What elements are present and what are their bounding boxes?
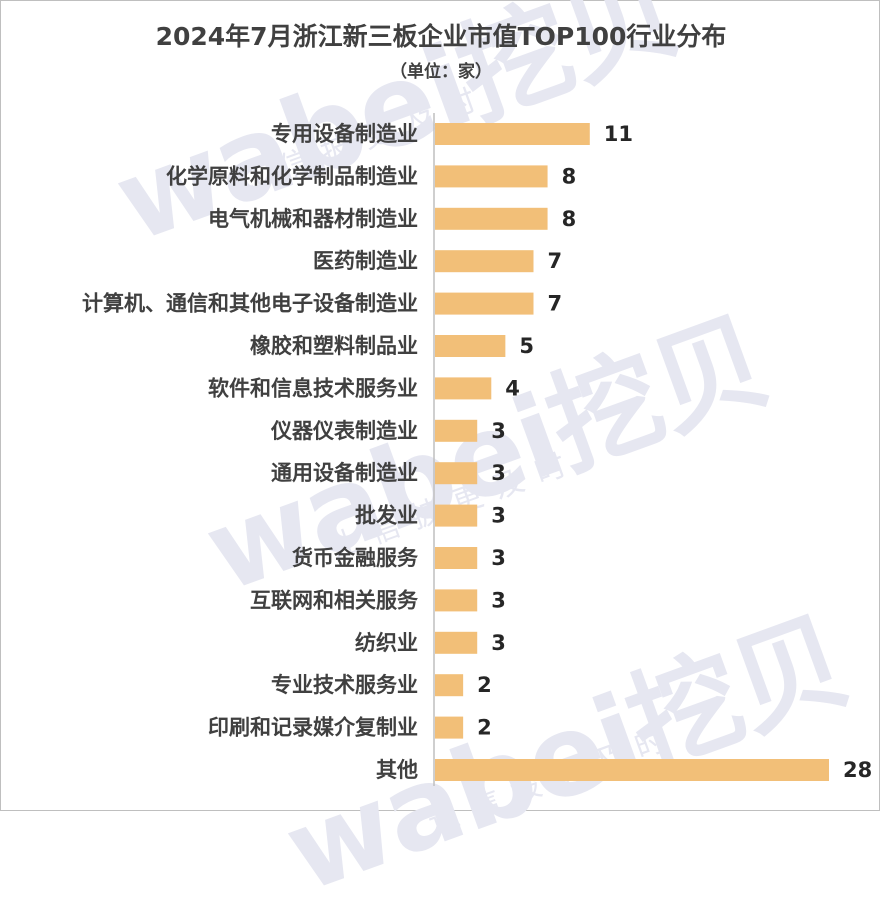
category-label: 仪器仪表制造业: [270, 419, 418, 443]
bar: [435, 716, 464, 739]
data-label: 3: [491, 504, 506, 528]
category-label: 化学原料和化学制品制造业: [166, 164, 418, 188]
data-label: 3: [491, 419, 506, 443]
data-label: 8: [562, 207, 577, 231]
category-label: 专用设备制造业: [271, 122, 418, 146]
category-label: 软件和信息技术服务业: [208, 376, 418, 400]
bar: [435, 674, 464, 697]
bar: [435, 335, 506, 357]
data-label: 2: [477, 716, 492, 740]
category-label: 货币金融服务: [292, 546, 419, 570]
bar: [435, 377, 492, 400]
bar: [435, 547, 478, 569]
bar: [435, 589, 478, 612]
bar: [435, 207, 548, 230]
bar: [435, 462, 478, 485]
chart-title: 2024年7月浙江新三板企业市值TOP100行业分布: [155, 22, 727, 51]
data-label: 7: [548, 249, 563, 273]
chart-subtitle: （单位：家）: [390, 62, 492, 82]
category-label: 印刷和记录媒介复制业: [208, 716, 418, 740]
data-label: 7: [548, 292, 563, 316]
data-label: 3: [491, 546, 506, 570]
category-label: 纺织业: [355, 631, 418, 655]
bar-chart: 专用设备制造业 11 化学原料和化学制品制造业 8 电气机械和器材制造业 8 医药制造业 7 计…: [82, 113, 872, 786]
data-label: 28: [843, 758, 872, 782]
category-label: 电气机械和器材制造业: [208, 207, 418, 231]
data-label: 2: [477, 673, 492, 697]
bar: [435, 504, 478, 527]
bar: [435, 250, 534, 273]
category-label: 医药制造业: [313, 249, 418, 273]
category-label: 专业技术服务业: [271, 673, 418, 697]
bar: [435, 165, 548, 188]
category-label: 批发业: [355, 504, 418, 528]
data-label: 3: [491, 588, 506, 612]
category-label: 通用设备制造业: [271, 461, 418, 485]
data-label: 4: [505, 376, 520, 400]
bar: [435, 631, 478, 654]
data-label: 5: [519, 334, 534, 358]
category-label: 其他: [376, 758, 418, 782]
bar: [435, 419, 478, 442]
bar: [435, 292, 534, 315]
data-label: 3: [491, 631, 506, 655]
category-label: 橡胶和塑料制品业: [250, 334, 418, 358]
data-label: 11: [604, 122, 633, 146]
category-label: 互联网和相关服务: [250, 588, 419, 612]
data-label: 8: [562, 164, 577, 188]
category-label: 计算机、通信和其他电子设备制造业: [82, 292, 418, 316]
bar: [435, 123, 590, 145]
bar: [435, 759, 829, 781]
data-label: 3: [491, 461, 506, 485]
